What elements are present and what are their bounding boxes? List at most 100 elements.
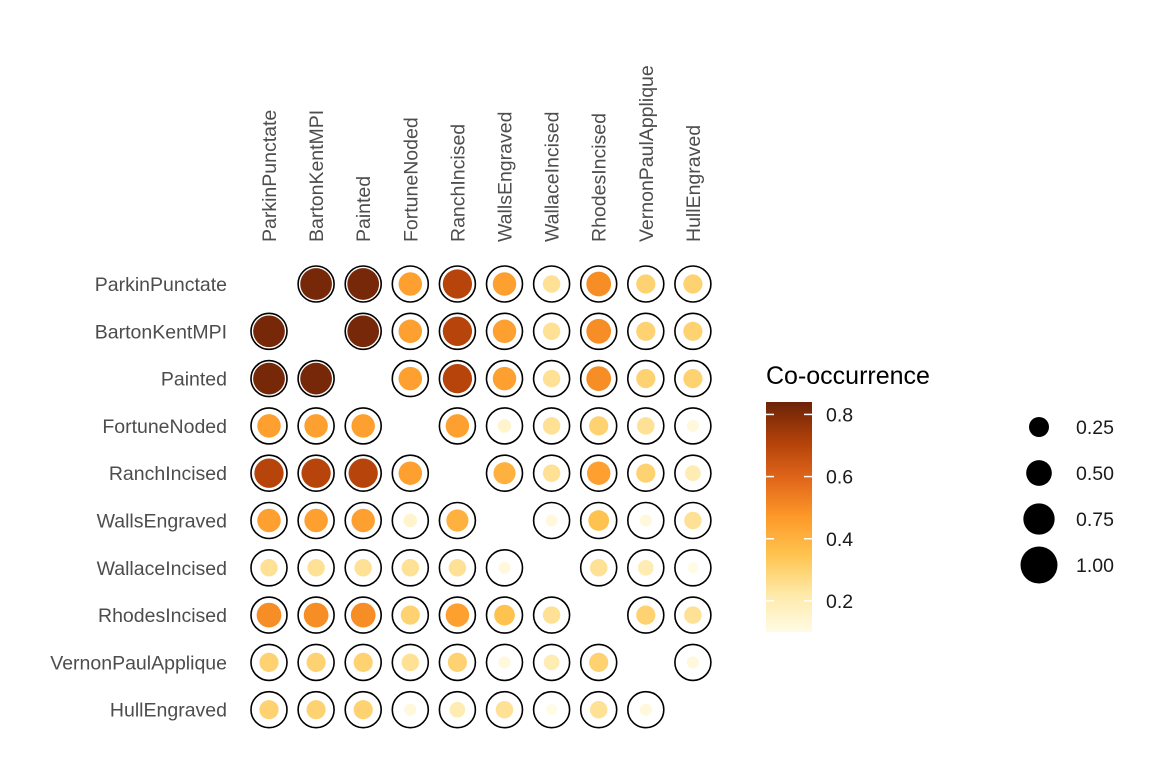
- cell-point: [351, 414, 375, 438]
- cell-point: [398, 319, 423, 344]
- color-legend: Co-occurrence 0.8 0.6 0.4 0.2: [766, 362, 930, 632]
- column-label: FortuneNoded: [400, 117, 422, 242]
- column-label: WallaceIncised: [542, 112, 564, 242]
- column-label: RanchIncised: [447, 124, 469, 242]
- cell-point: [542, 417, 561, 435]
- cell-point: [639, 703, 652, 716]
- size-legend-label: 1.00: [1076, 555, 1114, 577]
- cell-point: [498, 561, 511, 574]
- cell-point: [253, 315, 285, 348]
- cell-point: [446, 509, 469, 532]
- cell-point: [636, 369, 656, 389]
- cell-point: [401, 559, 420, 577]
- cell-point: [637, 417, 655, 435]
- color-legend-tick-label: 0.4: [826, 529, 853, 551]
- color-legend-tick-label: 0.2: [826, 591, 853, 613]
- cell-point: [589, 700, 608, 719]
- cell-point: [636, 274, 656, 294]
- size-legend: 0.25 0.50 0.75 1.00: [1020, 417, 1114, 584]
- row-label: WallaceIncised: [97, 558, 227, 580]
- cell-point: [546, 704, 558, 716]
- cell-point: [303, 602, 329, 628]
- cell-point: [586, 366, 612, 391]
- cell-point: [685, 465, 701, 482]
- cell-point: [542, 322, 561, 341]
- cell-point: [448, 559, 467, 577]
- cell-point: [403, 513, 418, 528]
- color-legend-tick-label: 0.6: [826, 467, 853, 489]
- row-label: Painted: [161, 369, 227, 391]
- size-legend-point: [1029, 417, 1049, 437]
- column-labels: ParkinPunctate BartonKentMPI Painted Fortun…: [259, 65, 705, 242]
- size-legend-label: 0.25: [1076, 417, 1114, 439]
- cell-point: [353, 652, 373, 672]
- cell-point: [347, 315, 380, 348]
- color-legend-title: Co-occurrence: [766, 362, 930, 390]
- row-label: WallsEngraved: [97, 511, 227, 533]
- cell-point: [260, 559, 278, 577]
- row-label: ParkinPunctate: [95, 274, 227, 296]
- cell-point: [304, 508, 328, 533]
- cell-point: [347, 268, 380, 300]
- matrix-cells: [250, 265, 712, 729]
- column-label: WallsEngraved: [495, 112, 517, 242]
- cell-point: [589, 559, 608, 577]
- cell-point: [256, 602, 282, 628]
- cell-point: [588, 510, 610, 531]
- cell-point: [492, 272, 517, 296]
- cell-point: [398, 272, 423, 296]
- cell-point: [493, 462, 516, 485]
- cell-point: [687, 562, 699, 574]
- cell-point: [492, 366, 517, 391]
- size-legend-point: [1026, 460, 1052, 486]
- color-legend-tick-label: 0.8: [826, 404, 853, 426]
- cell-point: [401, 653, 420, 672]
- row-labels: ParkinPunctate BartonKentMPI Painted Fortun…: [50, 274, 227, 722]
- cell-point: [492, 319, 517, 344]
- cell-point: [306, 700, 326, 720]
- column-label: HullEngraved: [683, 125, 705, 242]
- cell-point: [257, 414, 281, 438]
- cell-point: [636, 463, 656, 483]
- cell-point: [398, 461, 423, 485]
- row-label: BartonKentMPI: [95, 321, 227, 343]
- size-legend-point: [1023, 503, 1055, 535]
- row-label: RanchIncised: [109, 463, 227, 485]
- cell-point: [542, 275, 561, 293]
- cell-point: [542, 606, 561, 624]
- cell-point: [683, 274, 703, 294]
- column-label: ParkinPunctate: [259, 110, 281, 242]
- cell-point: [350, 602, 376, 628]
- row-label: HullEngraved: [110, 700, 227, 722]
- cell-point: [259, 700, 279, 720]
- size-legend-label: 0.75: [1076, 509, 1114, 531]
- cell-point: [586, 271, 612, 297]
- cell-point: [543, 654, 560, 671]
- cell-point: [304, 414, 328, 438]
- color-legend-ticks: 0.8 0.6 0.4 0.2: [766, 404, 853, 613]
- cell-point: [684, 511, 702, 530]
- cell-point: [545, 514, 558, 527]
- cell-point: [398, 366, 423, 391]
- cell-point: [686, 656, 699, 669]
- cell-point: [589, 416, 609, 436]
- cell-point: [307, 559, 325, 577]
- cell-point: [589, 652, 609, 672]
- cell-point: [542, 464, 561, 482]
- cell-point: [257, 508, 281, 533]
- cell-point: [404, 703, 417, 716]
- cell-point: [686, 419, 699, 432]
- cell-point: [400, 605, 420, 625]
- cell-point: [445, 603, 470, 627]
- row-label: FortuneNoded: [102, 416, 227, 438]
- cell-point: [683, 321, 703, 341]
- cell-point: [353, 700, 373, 720]
- cell-point: [586, 461, 611, 485]
- cell-point: [348, 458, 378, 488]
- cell-point: [494, 604, 515, 626]
- column-label: Painted: [353, 176, 375, 242]
- cell-point: [639, 514, 652, 527]
- cell-point: [254, 458, 284, 488]
- cell-point: [495, 700, 514, 719]
